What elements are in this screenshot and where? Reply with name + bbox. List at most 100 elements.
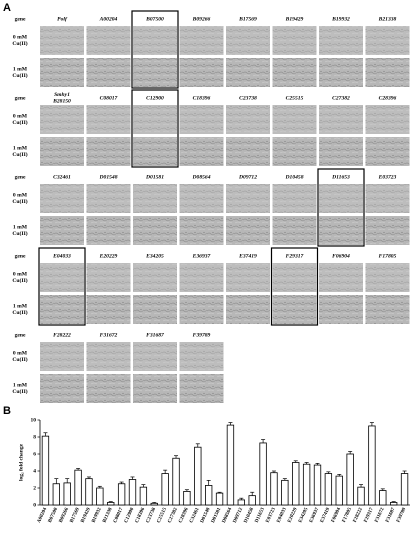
row-label: Cu(II) <box>12 198 27 205</box>
micrograph-texture <box>179 295 224 324</box>
row-label: Cu(II) <box>12 388 27 395</box>
gene-name: D01581 <box>145 174 164 180</box>
micrograph-texture <box>40 342 84 371</box>
micrograph-texture <box>86 58 131 87</box>
x-tick-label: E04033 <box>276 507 287 524</box>
micrograph-texture <box>365 184 410 213</box>
gene-name: B09266 <box>192 16 211 22</box>
panel-label: B <box>3 405 11 417</box>
bar <box>259 442 267 506</box>
x-tick-label: B09266 <box>59 507 70 524</box>
micrograph-texture <box>319 105 363 134</box>
row-label: 0 mM <box>13 114 28 120</box>
bar <box>313 464 322 506</box>
row-label: 1 mM <box>13 225 28 231</box>
x-tick-label: D09712 <box>233 507 245 524</box>
micrograph-texture <box>133 26 177 55</box>
micrograph-texture <box>272 263 317 292</box>
row-label: 0 mM <box>13 193 28 199</box>
micrograph-texture <box>226 58 270 87</box>
row-label: Cu(II) <box>12 356 27 363</box>
x-tick-label: A00204 <box>37 507 49 524</box>
bar <box>96 487 104 506</box>
x-tick-label: B07500 <box>48 507 59 524</box>
micrograph-texture <box>365 105 410 134</box>
row-label: gene <box>15 16 26 22</box>
y-tick-label: 10 <box>31 417 37 423</box>
x-tick-label: D01581 <box>211 507 223 524</box>
row-label: 1 mM <box>13 383 28 389</box>
row-label: 1 mM <box>13 67 28 73</box>
gene-name: F31687 <box>146 332 164 338</box>
micrograph-texture <box>133 105 177 134</box>
y-tick-label: 0 <box>33 502 36 508</box>
gene-name: D01548 <box>98 174 117 180</box>
x-tick-label: F17805 <box>342 507 353 524</box>
x-tick-label: C08017 <box>113 507 125 524</box>
gene-name: C18396 <box>193 95 211 101</box>
gene-name: F17805 <box>379 253 397 259</box>
row-label: 0 mM <box>13 272 28 278</box>
x-tick-label: E37419 <box>320 507 331 524</box>
bar <box>41 435 50 506</box>
bar <box>335 475 343 506</box>
micrograph-texture <box>40 26 84 55</box>
micrograph-texture <box>40 137 84 166</box>
x-tick-label: E36937 <box>309 507 320 524</box>
x-tick-label: C12900 <box>124 507 136 524</box>
x-tick-label: B19932 <box>91 507 102 524</box>
x-tick-label: D08564 <box>222 507 234 524</box>
bar <box>117 483 126 506</box>
bar <box>139 486 148 506</box>
micrograph-texture <box>226 137 270 166</box>
bar <box>292 462 300 506</box>
micrograph-texture <box>365 58 410 87</box>
gene-name: B19932 <box>331 16 350 22</box>
gene-name: F39789 <box>193 332 211 338</box>
gene-name: Polf <box>57 16 68 22</box>
bar <box>63 482 71 506</box>
micrograph-texture <box>179 58 224 87</box>
micrograph-texture <box>40 295 84 324</box>
micrograph-texture <box>179 26 224 55</box>
micrograph-texture <box>40 216 84 245</box>
micrograph-texture <box>319 26 363 55</box>
bar <box>161 473 169 506</box>
micrograph-texture <box>226 216 270 245</box>
bar <box>324 473 333 506</box>
gene-name: C08017 <box>100 95 118 101</box>
bar <box>302 463 311 506</box>
y-axis-label: log₂ fold change <box>18 443 24 481</box>
row-label: gene <box>15 95 26 101</box>
micrograph-texture <box>272 184 317 213</box>
micrograph-texture <box>86 216 131 245</box>
micrograph-texture <box>179 263 224 292</box>
row-label: Cu(II) <box>12 72 27 79</box>
bar <box>379 490 387 506</box>
y-tick-label: 2 <box>33 485 36 491</box>
micrograph-texture <box>40 374 84 403</box>
gene-name: C27382 <box>332 95 350 101</box>
row-label: gene <box>15 332 26 338</box>
bar <box>150 502 158 506</box>
micrograph-texture <box>179 342 224 371</box>
x-tick-label: F39789 <box>396 507 407 524</box>
gene-name: C23738 <box>239 95 257 101</box>
gene-name: E34205 <box>145 253 164 259</box>
highlight-box <box>131 89 179 168</box>
micrograph-texture <box>133 58 177 87</box>
x-tick-label: B21338 <box>102 507 113 524</box>
row-label: Cu(II) <box>12 230 27 237</box>
gene-name: D10458 <box>284 174 303 180</box>
gene-name: F06904 <box>332 253 350 259</box>
row-label: Cu(II) <box>12 119 27 126</box>
y-tick-label: 6 <box>33 451 36 457</box>
x-tick-label: F31672 <box>375 507 386 524</box>
x-tick-label: C25515 <box>157 507 169 524</box>
bar <box>237 499 245 506</box>
bar <box>390 502 398 506</box>
micrograph-texture <box>272 137 317 166</box>
x-tick-label: D11653 <box>255 507 266 524</box>
micrograph-texture <box>179 184 224 213</box>
